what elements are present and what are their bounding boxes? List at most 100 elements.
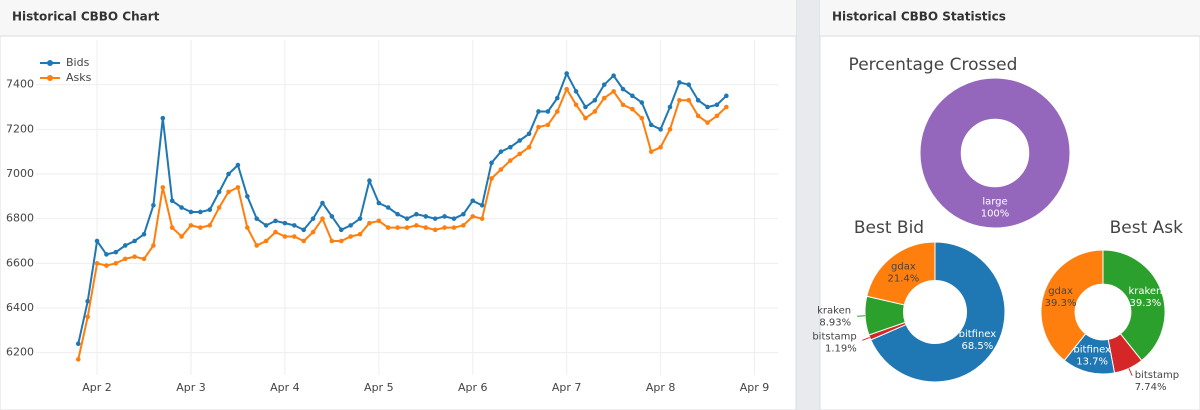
data-point — [573, 102, 579, 108]
data-point — [132, 238, 137, 244]
data-point — [75, 357, 81, 362]
slice-value: 39.3% — [1130, 298, 1162, 309]
data-point — [367, 220, 372, 226]
data-point — [442, 214, 447, 219]
data-point — [686, 98, 692, 103]
slice-value: 7.74% — [1135, 382, 1167, 393]
data-point — [245, 225, 250, 230]
data-point — [348, 223, 353, 228]
data-point — [508, 144, 513, 150]
pie-slice — [1102, 249, 1166, 362]
data-point — [432, 216, 438, 221]
x-tick-label: Apr 8 — [646, 381, 676, 394]
data-point — [489, 160, 494, 166]
slice-label: bitstamp — [1135, 370, 1179, 381]
data-point — [282, 220, 288, 226]
data-point — [470, 198, 476, 204]
legend-label: Bids — [66, 56, 90, 69]
data-point — [667, 104, 673, 110]
data-point — [498, 149, 504, 154]
data-point — [188, 209, 194, 215]
pie-slice — [919, 77, 1071, 229]
data-point — [310, 229, 316, 235]
data-point — [263, 223, 269, 228]
data-point — [442, 225, 447, 230]
data-point — [385, 205, 391, 210]
data-point — [348, 234, 353, 239]
data-point — [151, 202, 156, 208]
pie-title: Percentage Crossed — [849, 55, 1018, 75]
data-point — [658, 127, 663, 132]
legend-label: Asks — [66, 71, 92, 84]
x-tick-label: Apr 9 — [740, 381, 770, 394]
data-point — [104, 263, 109, 268]
slice-label: gdax — [1048, 286, 1073, 297]
y-tick-label: 6800 — [6, 212, 34, 225]
slice-label: bitfinex — [959, 329, 997, 340]
data-point — [367, 178, 372, 183]
slice-label: kraken — [1128, 286, 1162, 297]
slice-label: bitstamp — [812, 332, 856, 343]
data-point — [160, 185, 166, 190]
y-tick-label: 6600 — [6, 256, 34, 269]
slice-value: 39.3% — [1045, 298, 1077, 309]
data-point — [320, 200, 325, 206]
data-point — [630, 106, 635, 112]
data-point — [273, 229, 278, 235]
data-point — [301, 227, 306, 233]
label-leader — [862, 336, 870, 341]
data-point — [169, 225, 175, 230]
y-tick-label: 6200 — [6, 346, 34, 359]
series-line — [77, 86, 727, 360]
data-point — [705, 104, 710, 110]
data-point — [423, 214, 429, 219]
data-point — [536, 109, 541, 114]
data-point — [85, 299, 90, 304]
data-point — [686, 82, 692, 87]
data-point — [329, 214, 335, 219]
slice-value: 13.7% — [1076, 357, 1108, 368]
data-point — [414, 211, 419, 217]
data-point — [583, 115, 588, 121]
data-point — [273, 218, 278, 224]
data-point — [113, 249, 119, 255]
data-point — [207, 207, 213, 213]
data-point — [198, 209, 203, 215]
data-point — [545, 109, 551, 114]
data-point — [517, 151, 523, 157]
data-point — [498, 167, 504, 172]
data-point — [564, 71, 569, 76]
data-point — [198, 225, 203, 230]
legend-marker — [47, 75, 53, 81]
data-point — [216, 205, 222, 210]
x-tick-label: Apr 2 — [82, 381, 112, 394]
data-point — [385, 225, 391, 230]
data-point — [461, 223, 466, 228]
data-point — [188, 223, 194, 228]
data-point — [254, 216, 260, 221]
slice-label: bitfinex — [1073, 345, 1111, 356]
data-point — [677, 98, 682, 103]
data-point — [423, 225, 429, 230]
data-point — [601, 82, 607, 87]
data-point — [536, 124, 541, 130]
slice-value: 8.93% — [819, 318, 851, 329]
data-point — [357, 216, 363, 221]
slice-label: gdax — [891, 261, 916, 272]
data-point — [648, 122, 654, 128]
data-point — [122, 256, 128, 262]
label-leader — [1128, 368, 1133, 376]
data-point — [226, 189, 231, 195]
data-point — [620, 86, 626, 92]
data-point — [695, 113, 701, 119]
y-tick-label: 7000 — [6, 167, 34, 180]
data-point — [85, 314, 90, 320]
x-tick-label: Apr 5 — [364, 381, 394, 394]
data-point — [94, 261, 100, 266]
data-point — [301, 238, 306, 244]
data-point — [395, 225, 400, 230]
data-point — [526, 131, 532, 137]
data-point — [395, 211, 400, 217]
slice-value: 21.4% — [888, 273, 920, 284]
